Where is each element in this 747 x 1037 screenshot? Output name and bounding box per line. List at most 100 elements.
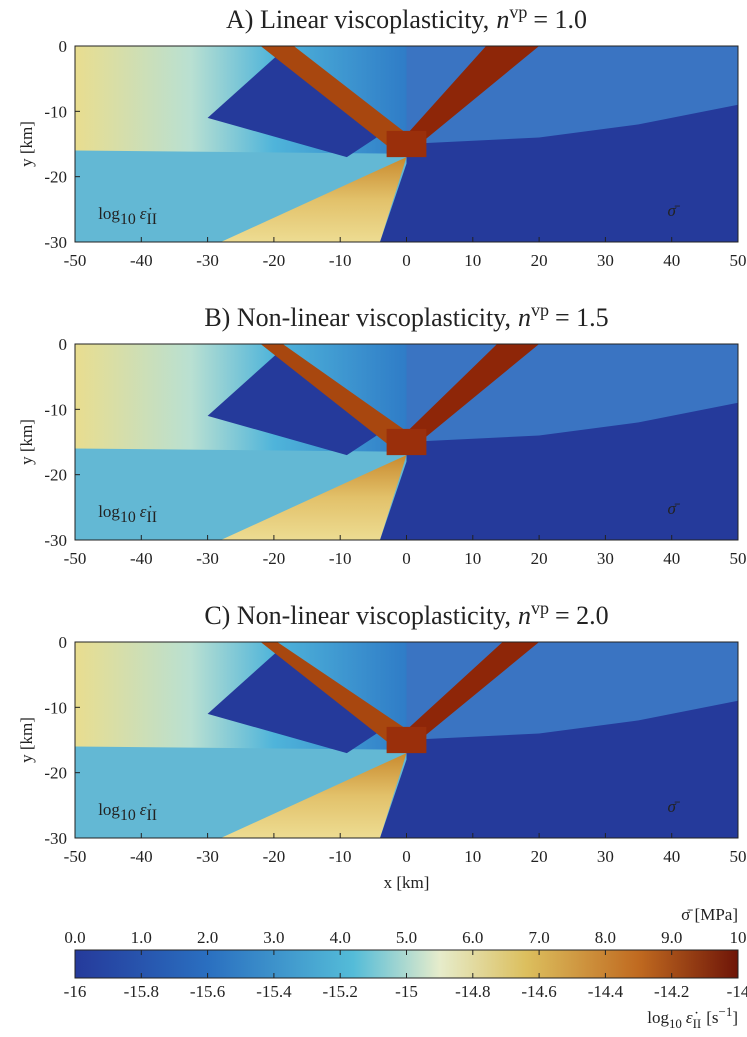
colorbar-top-tick-label: 5.0 bbox=[396, 928, 417, 947]
label-part: ε̇ bbox=[140, 502, 152, 521]
math-label: log10 ε̇II bbox=[98, 800, 157, 824]
colorbar-bottom-tick-label: -15.6 bbox=[190, 982, 225, 1001]
field-lower-fan bbox=[220, 753, 407, 838]
math-label: log10 ε̇II bbox=[98, 204, 157, 228]
field-left-band bbox=[260, 344, 404, 449]
field bbox=[75, 642, 738, 838]
label-part: log bbox=[98, 502, 120, 521]
label-part: 10 bbox=[120, 509, 136, 526]
title-value: = 1.5 bbox=[555, 303, 609, 332]
field-lower-blue bbox=[379, 461, 407, 540]
label-part: II bbox=[693, 1016, 702, 1031]
x-tick-label: 40 bbox=[663, 251, 680, 270]
chart-title: B) Non-linear viscoplasticity, nvp = 1.5 bbox=[204, 300, 608, 332]
colorbar-bottom-tick-label: -15 bbox=[395, 982, 418, 1001]
y-axis-label: y [km] bbox=[17, 717, 36, 763]
y-axis-label: y [km] bbox=[17, 121, 36, 167]
title-symbol: n bbox=[518, 303, 531, 332]
colorbar-bottom-tick-label: -14.4 bbox=[588, 982, 624, 1001]
colorbar-bottom-tick-label: -14.6 bbox=[521, 982, 556, 1001]
x-tick-label: -10 bbox=[329, 251, 352, 270]
label-part: 10 bbox=[120, 807, 136, 824]
field-left-wedge bbox=[207, 52, 387, 158]
colorbar-bottom-tick-label: -16 bbox=[64, 982, 87, 1001]
y-tick-label: -30 bbox=[44, 829, 67, 848]
field-right-band bbox=[409, 642, 540, 740]
x-tick-label: 0 bbox=[402, 847, 411, 866]
label-part: −1 bbox=[719, 1004, 733, 1019]
title-superscript: vp bbox=[531, 598, 549, 618]
label-part: log bbox=[98, 800, 120, 819]
field-right-band bbox=[409, 344, 540, 442]
label-part: ε̇ bbox=[140, 800, 152, 819]
y-tick-label: -30 bbox=[44, 233, 67, 252]
colorbar-top-tick-label: 6.0 bbox=[462, 928, 483, 947]
field-left-band bbox=[260, 642, 404, 747]
label-part: log bbox=[98, 204, 120, 223]
y-tick-label: -20 bbox=[44, 466, 67, 485]
x-tick-label: 30 bbox=[597, 847, 614, 866]
x-tick-label: -30 bbox=[196, 549, 219, 568]
x-tick-label: 10 bbox=[464, 549, 481, 568]
y-axis-label: y [km] bbox=[17, 419, 36, 465]
field bbox=[75, 344, 738, 540]
x-tick-label: -20 bbox=[263, 847, 286, 866]
x-tick-label: 30 bbox=[597, 251, 614, 270]
x-tick-label: -50 bbox=[64, 251, 87, 270]
colorbar-top-tick-label: 4.0 bbox=[330, 928, 351, 947]
x-tick-label: 20 bbox=[531, 549, 548, 568]
colorbar-top-tick-label: 10 bbox=[730, 928, 747, 947]
x-tick-label: 50 bbox=[730, 251, 747, 270]
title-text: A) Linear viscoplasticity, bbox=[226, 5, 489, 34]
y-tick-label: -10 bbox=[44, 400, 67, 419]
title-text: C) Non-linear viscoplasticity, bbox=[204, 601, 511, 630]
colorbar-bottom-tick-label: -14 bbox=[727, 982, 747, 1001]
x-tick-label: 0 bbox=[402, 549, 411, 568]
x-tick-label: 20 bbox=[531, 251, 548, 270]
colorbar-top-tick-label: 3.0 bbox=[263, 928, 284, 947]
x-tick-label: -10 bbox=[329, 549, 352, 568]
x-tick-label: -30 bbox=[196, 251, 219, 270]
math-label: log10 ε̇II [s−1] bbox=[647, 1004, 738, 1031]
label-part: log bbox=[647, 1008, 669, 1027]
x-tick-label: 50 bbox=[730, 549, 747, 568]
field-lower-blue bbox=[379, 759, 407, 838]
colorbar-top-tick-label: 7.0 bbox=[528, 928, 549, 947]
title-value: = 2.0 bbox=[555, 601, 609, 630]
x-tick-label: -40 bbox=[130, 847, 153, 866]
colorbar-top-tick-label: 1.0 bbox=[131, 928, 152, 947]
y-tick-label: -10 bbox=[44, 102, 67, 121]
field bbox=[75, 46, 738, 242]
colorbar-top-label: σ̄ [MPa] bbox=[681, 905, 738, 924]
title-value: = 1.0 bbox=[533, 5, 587, 34]
title-superscript: vp bbox=[531, 300, 549, 320]
colorbar-top-tick-label: 2.0 bbox=[197, 928, 218, 947]
y-tick-label: -20 bbox=[44, 764, 67, 783]
y-tick-label: -10 bbox=[44, 698, 67, 717]
math-label: log10 ε̇II bbox=[98, 502, 157, 526]
field-lower-fan bbox=[220, 455, 407, 540]
label-part: 10 bbox=[120, 211, 136, 228]
field-left-wedge bbox=[207, 648, 387, 754]
label-part: II bbox=[146, 211, 157, 228]
field-core bbox=[386, 428, 427, 456]
y-tick-label: -20 bbox=[44, 168, 67, 187]
colorbar-bottom-tick-label: -14.8 bbox=[455, 982, 490, 1001]
colorbar-top-tick-label: 0.0 bbox=[64, 928, 85, 947]
x-tick-label: 10 bbox=[464, 251, 481, 270]
x-tick-label: -40 bbox=[130, 251, 153, 270]
label-part: II bbox=[146, 807, 157, 824]
x-tick-label: -20 bbox=[263, 251, 286, 270]
y-tick-label: 0 bbox=[59, 37, 68, 56]
x-tick-label: 0 bbox=[402, 251, 411, 270]
x-tick-label: 10 bbox=[464, 847, 481, 866]
title-symbol: n bbox=[518, 601, 531, 630]
label-part: ε̇ bbox=[140, 204, 152, 223]
label-part: [s bbox=[706, 1008, 718, 1027]
x-axis-label: x [km] bbox=[384, 873, 430, 892]
field-core bbox=[386, 130, 427, 158]
y-tick-label: 0 bbox=[59, 335, 68, 354]
x-tick-label: 20 bbox=[531, 847, 548, 866]
colorbar-bottom-tick-label: -15.2 bbox=[322, 982, 357, 1001]
